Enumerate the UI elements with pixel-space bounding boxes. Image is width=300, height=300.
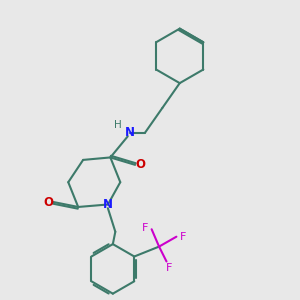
Text: F: F xyxy=(166,263,172,273)
Text: F: F xyxy=(179,232,186,242)
Text: F: F xyxy=(142,223,148,233)
Text: H: H xyxy=(114,120,122,130)
Text: N: N xyxy=(125,126,135,139)
Text: O: O xyxy=(135,158,145,171)
Text: O: O xyxy=(44,196,53,208)
Text: N: N xyxy=(103,198,113,211)
